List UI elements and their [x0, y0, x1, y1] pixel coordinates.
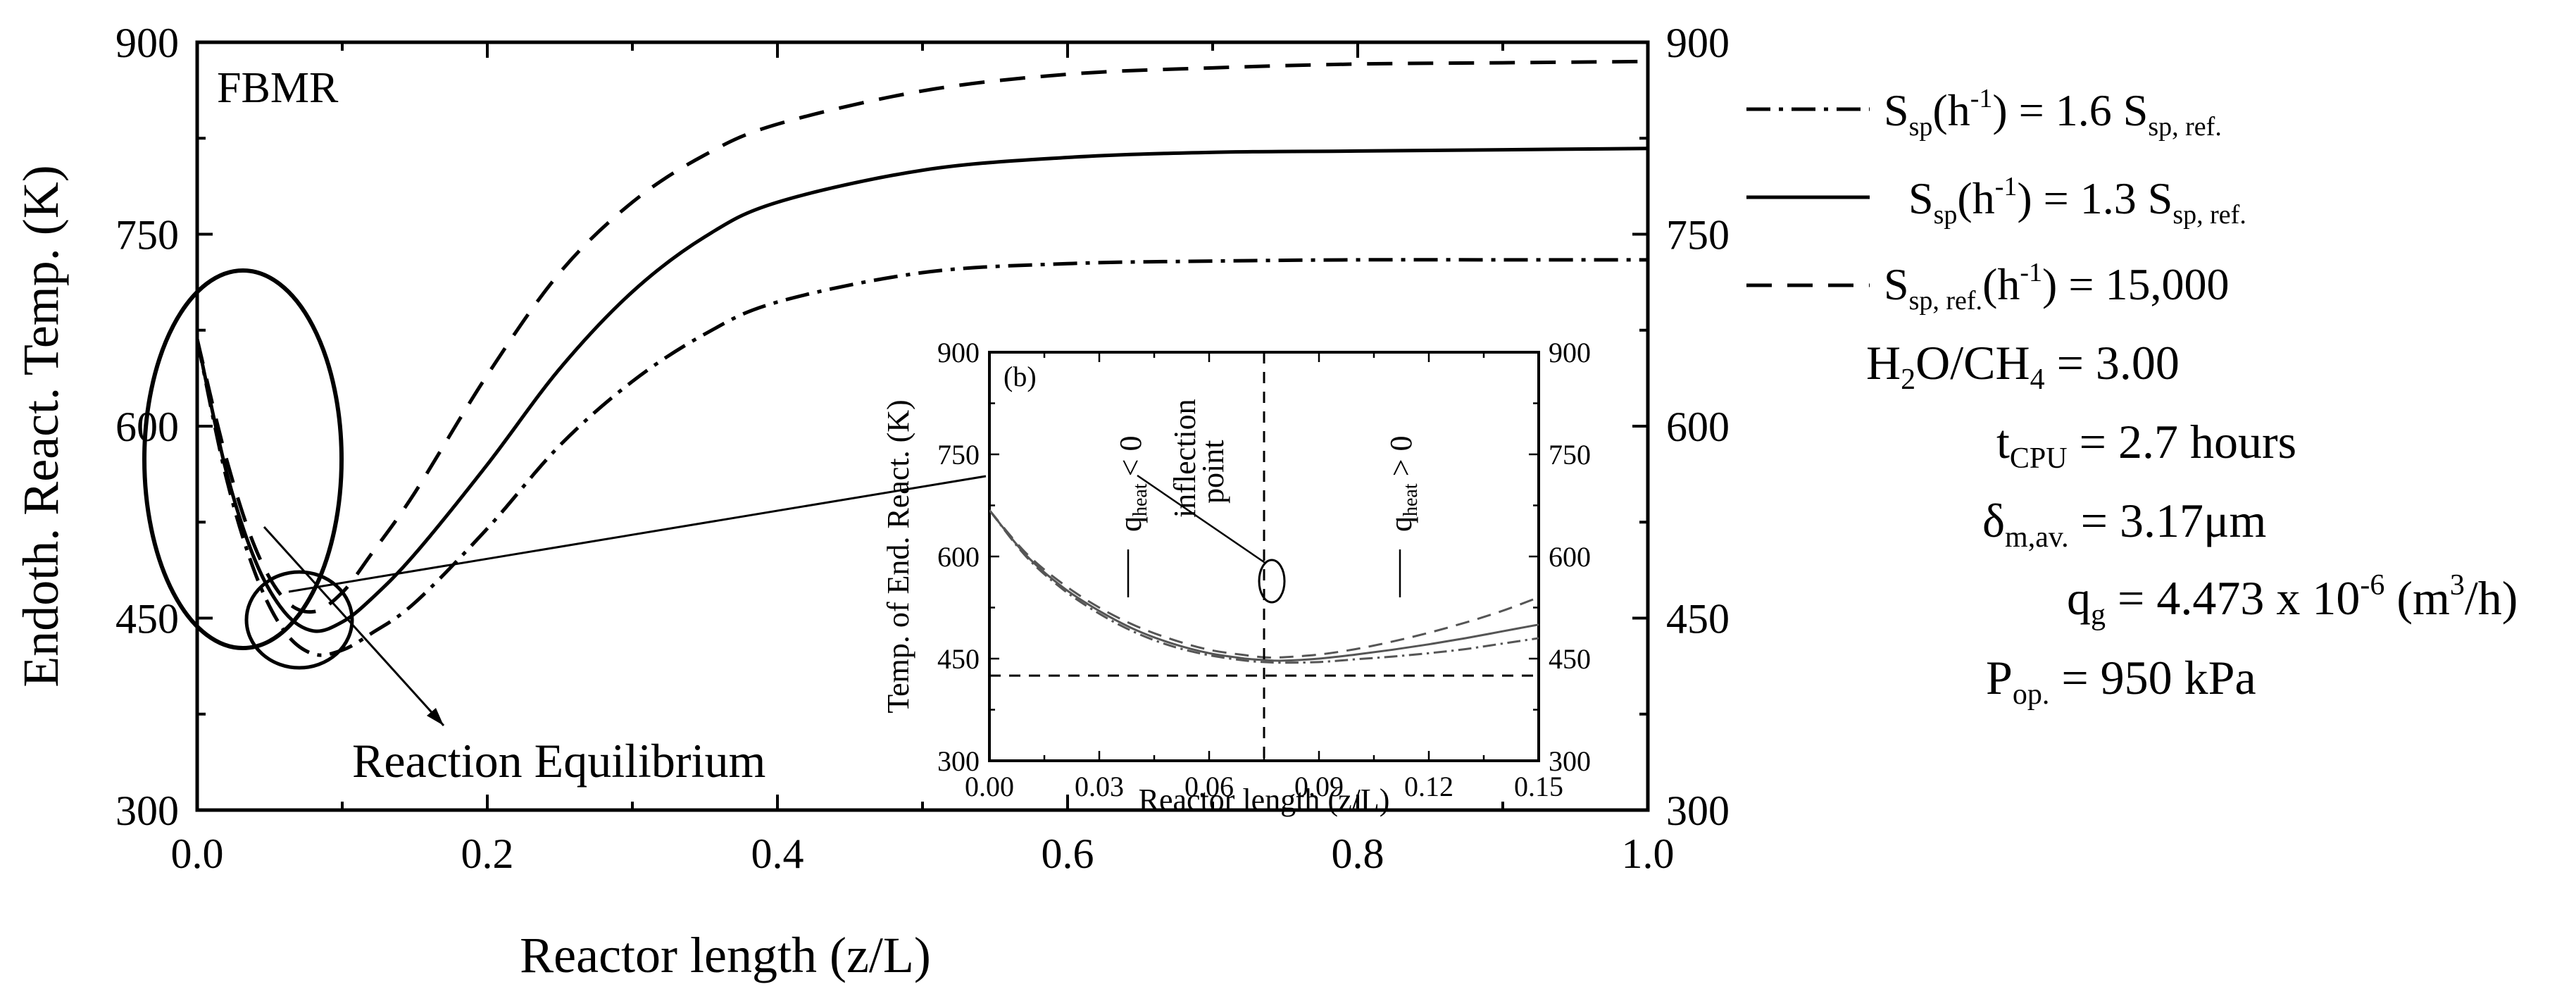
- main-y-axis-title: Endoth. React. Temp. (K): [13, 165, 69, 687]
- x-tick-label: 0.00: [965, 771, 1014, 802]
- equilibrium-ellipse-small: [244, 570, 354, 670]
- operating-conditions: H2O/CH4 = 3.00 tCPU = 2.7 hours δm,av. =…: [1866, 336, 2518, 711]
- x-tick-label: 0.12: [1404, 771, 1453, 802]
- y-tick-label-right: 900: [1549, 337, 1591, 368]
- reaction-equilibrium-label: Reaction Equilibrium: [352, 734, 765, 788]
- x-tick-label: 1.0: [1622, 831, 1675, 877]
- series-line-dashed: [197, 59, 1648, 614]
- fbmr-label: FBMR: [217, 64, 339, 112]
- equilibrium-arrow: [263, 525, 445, 727]
- series-line-solid: [989, 509, 1539, 662]
- y-tick-label-right: 900: [1666, 20, 1730, 66]
- y-tick-label: 600: [937, 541, 980, 573]
- y-tick-label: 750: [937, 439, 980, 471]
- q-negative-label: qheat< 0: [1113, 436, 1151, 532]
- y-tick-label: 750: [115, 212, 179, 259]
- inset-y-axis-title: Temp. of End. React. (K): [881, 399, 915, 713]
- inset-leader-line: [288, 475, 987, 593]
- legend-label-3: Ssp, ref.(h-1) = 15,000: [1884, 258, 2229, 316]
- condition-tcpu: tCPU = 2.7 hours: [1996, 415, 2296, 475]
- x-tick-label: 0.2: [461, 831, 514, 877]
- legend-label-2: Ssp(h-1) = 1.3 Ssp, ref.: [1908, 172, 2246, 230]
- x-tick-label: 0.4: [751, 831, 804, 877]
- y-tick-label-right: 450: [1549, 643, 1591, 675]
- inflection-point-marker: [1258, 559, 1286, 604]
- inflection-label-line1: inflection: [1168, 399, 1202, 518]
- main-x-axis-title: Reactor length (z/L): [520, 927, 931, 983]
- y-tick-label-right: 300: [1549, 745, 1591, 777]
- x-tick-label: 0.03: [1075, 771, 1124, 802]
- q-positive-label: qheat> 0: [1384, 436, 1422, 532]
- y-tick-label: 300: [937, 745, 980, 777]
- y-tick-label-right: 300: [1666, 788, 1730, 834]
- x-tick-label: 0.6: [1042, 831, 1094, 877]
- condition-ratio: H2O/CH4 = 3.00: [1866, 336, 2180, 396]
- x-tick-label: 0.8: [1332, 831, 1384, 877]
- y-tick-label-right: 600: [1666, 404, 1730, 450]
- condition-qg: qg = 4.473 x 10-6 (m3/h): [2067, 569, 2518, 631]
- y-tick-label: 300: [115, 788, 179, 834]
- inset-reference-lines: [989, 352, 1539, 761]
- inflection-label-line2: point: [1196, 440, 1230, 504]
- y-tick-label: 900: [937, 337, 980, 368]
- y-tick-label-right: 600: [1549, 541, 1591, 573]
- legend-label-1: Ssp(h-1) = 1.6 Ssp, ref.: [1884, 84, 2222, 142]
- y-tick-label-right: 750: [1666, 212, 1730, 259]
- condition-delta: δm,av. = 3.17μm: [1982, 494, 2266, 554]
- equilibrium-arrowhead: [427, 708, 444, 726]
- y-tick-label: 450: [115, 596, 179, 642]
- x-tick-label: 0.06: [1184, 771, 1234, 802]
- series-line-dashdot: [989, 509, 1539, 664]
- inset-x-axis-title: Reactor length (z/L): [1139, 783, 1390, 817]
- inflection-leader: [1137, 474, 1267, 565]
- x-tick-label: 0.15: [1514, 771, 1563, 802]
- legend: Ssp(h-1) = 1.6 Ssp, ref. Ssp(h-1) = 1.3 …: [1746, 84, 2246, 316]
- equilibrium-ellipse-large: [142, 268, 344, 650]
- y-tick-label: 900: [115, 20, 179, 66]
- x-tick-label: 0.09: [1294, 771, 1344, 802]
- y-tick-label-right: 450: [1666, 596, 1730, 642]
- series-line-solid: [197, 147, 1648, 633]
- y-tick-label-right: 750: [1549, 439, 1591, 471]
- condition-pop: Pop. = 950 kPa: [1986, 651, 2256, 711]
- inset-panel-label: (b): [1003, 361, 1037, 392]
- y-tick-label: 450: [937, 643, 980, 675]
- x-tick-label: 0.0: [171, 831, 224, 877]
